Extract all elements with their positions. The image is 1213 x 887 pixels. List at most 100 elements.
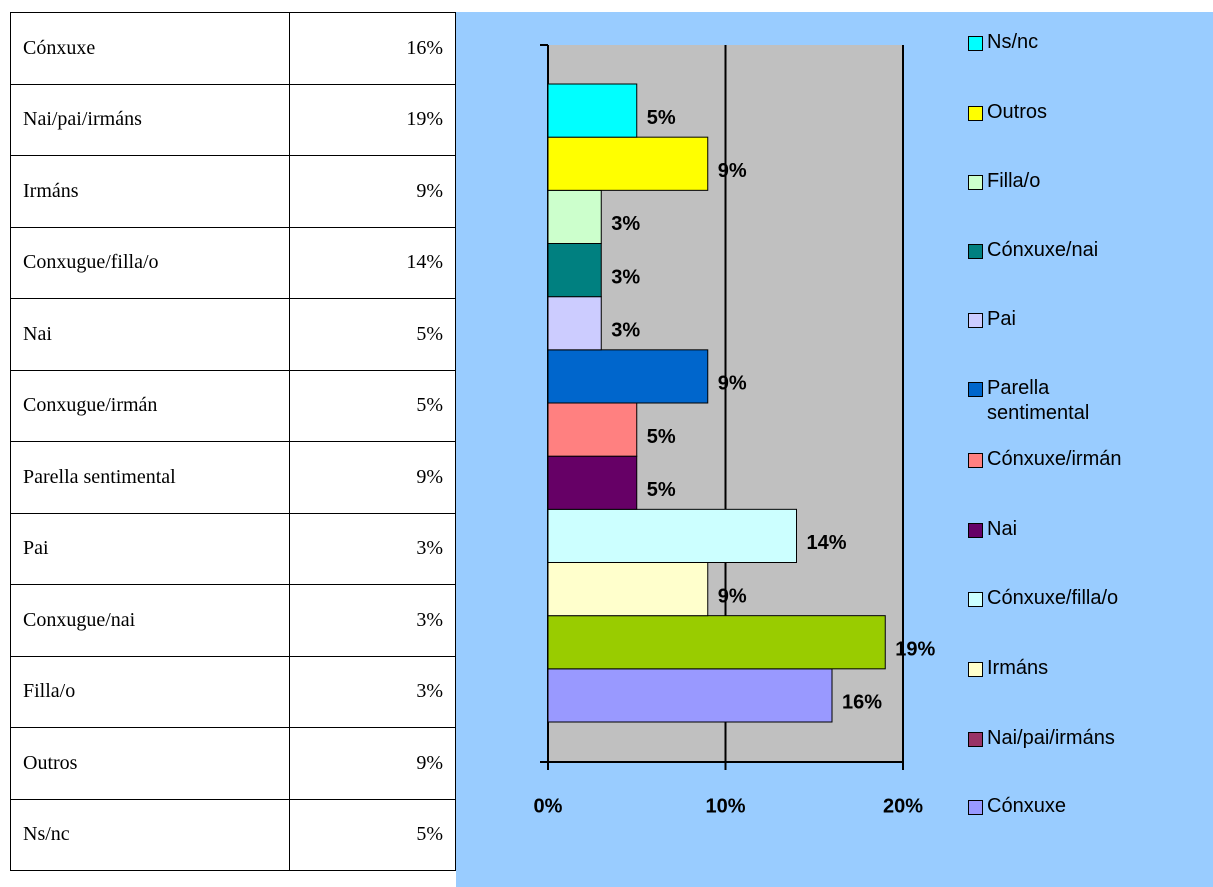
bar xyxy=(547,668,833,723)
data-label: 3% xyxy=(611,266,640,288)
legend-item: Parella sentimental xyxy=(968,376,1158,426)
data-label: 9% xyxy=(718,373,747,395)
legend-item: Pai xyxy=(968,307,1158,332)
x-tick-label: 0% xyxy=(534,795,563,817)
row-label: Irmáns xyxy=(10,155,290,228)
table-row: Conxugue/irmán 5% xyxy=(10,369,456,442)
legend-item: Nai/pai/irmáns xyxy=(968,726,1158,751)
legend-swatch xyxy=(968,800,983,815)
row-value: 5% xyxy=(289,298,456,371)
table-row: Conxugue/nai 3% xyxy=(10,584,456,657)
row-value: 9% xyxy=(289,155,456,228)
legend-swatch xyxy=(968,106,983,121)
data-label: 3% xyxy=(611,213,640,235)
table-row: Conxugue/filla/o 14% xyxy=(10,226,456,299)
legend-item: Cónxuxe xyxy=(968,794,1158,819)
legend-item: Outros xyxy=(968,100,1158,125)
bar xyxy=(547,508,797,564)
row-value: 9% xyxy=(289,441,456,514)
bar xyxy=(547,83,638,138)
legend-swatch xyxy=(968,592,983,607)
row-value: 16% xyxy=(289,12,456,85)
row-value: 9% xyxy=(289,727,456,800)
table-row: Pai 3% xyxy=(10,512,456,585)
row-label: Pai xyxy=(10,512,290,585)
row-label: Conxugue/filla/o xyxy=(10,226,290,299)
legend-swatch xyxy=(968,36,983,51)
data-label: 5% xyxy=(647,107,676,129)
legend-label: Nai xyxy=(987,518,1018,540)
table-row: Cónxuxe 16% xyxy=(10,12,456,85)
legend-item: Irmáns xyxy=(968,656,1158,681)
data-label: 19% xyxy=(895,639,935,661)
bar xyxy=(547,615,886,670)
bar xyxy=(547,402,638,457)
row-value: 5% xyxy=(289,369,456,442)
legend-label: Nai/pai/irmáns xyxy=(987,727,1115,749)
bar xyxy=(547,455,638,510)
data-label: 16% xyxy=(842,692,882,714)
table-row: Nai/pai/irmáns 19% xyxy=(10,83,456,156)
bar xyxy=(547,189,602,244)
bar xyxy=(547,296,602,351)
legend-swatch xyxy=(968,313,983,328)
legend-label: Irmáns xyxy=(987,657,1049,679)
row-value: 5% xyxy=(289,798,456,871)
table-row: Filla/o 3% xyxy=(10,655,456,728)
bar xyxy=(547,243,602,298)
legend-label: Cónxuxe xyxy=(987,795,1066,817)
row-value: 14% xyxy=(289,226,456,299)
row-value: 3% xyxy=(289,584,456,657)
bar xyxy=(547,136,709,191)
row-label: Nai/pai/irmáns xyxy=(10,83,290,156)
table-row: Ns/nc 5% xyxy=(10,798,456,871)
legend-label: Cónxuxe/irmán xyxy=(987,448,1122,470)
data-table: Cónxuxe 16% Nai/pai/irmáns 19% Irmáns 9% Conxu… xyxy=(10,12,456,871)
row-label: Nai xyxy=(10,298,290,371)
data-label: 3% xyxy=(611,320,640,342)
legend-swatch xyxy=(968,382,983,397)
legend-item: Cónxuxe/irmán xyxy=(968,447,1158,472)
legend-swatch xyxy=(968,523,983,538)
legend-item: Filla/o xyxy=(968,169,1158,194)
legend-label: Pai xyxy=(987,308,1016,330)
legend-label: Filla/o xyxy=(987,170,1041,192)
legend-swatch xyxy=(968,175,983,190)
bar xyxy=(547,562,709,617)
data-label: 5% xyxy=(647,479,676,501)
data-label: 14% xyxy=(807,532,847,554)
row-label: Outros xyxy=(10,727,290,800)
row-label: Cónxuxe xyxy=(10,12,290,85)
row-label: Conxugue/irmán xyxy=(10,369,290,442)
legend-item: Nai xyxy=(968,517,1158,542)
legend-swatch xyxy=(968,732,983,747)
legend-swatch xyxy=(968,453,983,468)
table-row: Parella sentimental 9% xyxy=(10,441,456,514)
row-value: 3% xyxy=(289,655,456,728)
legend-label: Outros xyxy=(987,101,1048,123)
data-label: 9% xyxy=(718,585,747,607)
legend-label: Parella sentimental xyxy=(987,377,1090,424)
table-body: Cónxuxe 16% Nai/pai/irmáns 19% Irmáns 9% Conxu… xyxy=(10,12,456,871)
legend-item: Cónxuxe/nai xyxy=(968,238,1158,263)
row-label: Filla/o xyxy=(10,655,290,728)
legend-label: Cónxuxe/nai xyxy=(987,239,1099,261)
x-tick-label: 10% xyxy=(705,795,745,817)
row-label: Ns/nc xyxy=(10,798,290,871)
row-value: 3% xyxy=(289,512,456,585)
legend-swatch xyxy=(968,662,983,677)
row-value: 19% xyxy=(289,83,456,156)
table-row: Nai 5% xyxy=(10,298,456,371)
row-label: Conxugue/nai xyxy=(10,584,290,657)
legend-swatch xyxy=(968,244,983,259)
legend-item: Cónxuxe/filla/o xyxy=(968,586,1158,611)
bar xyxy=(547,349,709,404)
data-label: 9% xyxy=(718,160,747,182)
data-label: 5% xyxy=(647,426,676,448)
legend-label: Ns/nc xyxy=(987,31,1039,53)
row-label: Parella sentimental xyxy=(10,441,290,514)
table-row: Outros 9% xyxy=(10,727,456,800)
table-row: Irmáns 9% xyxy=(10,155,456,228)
